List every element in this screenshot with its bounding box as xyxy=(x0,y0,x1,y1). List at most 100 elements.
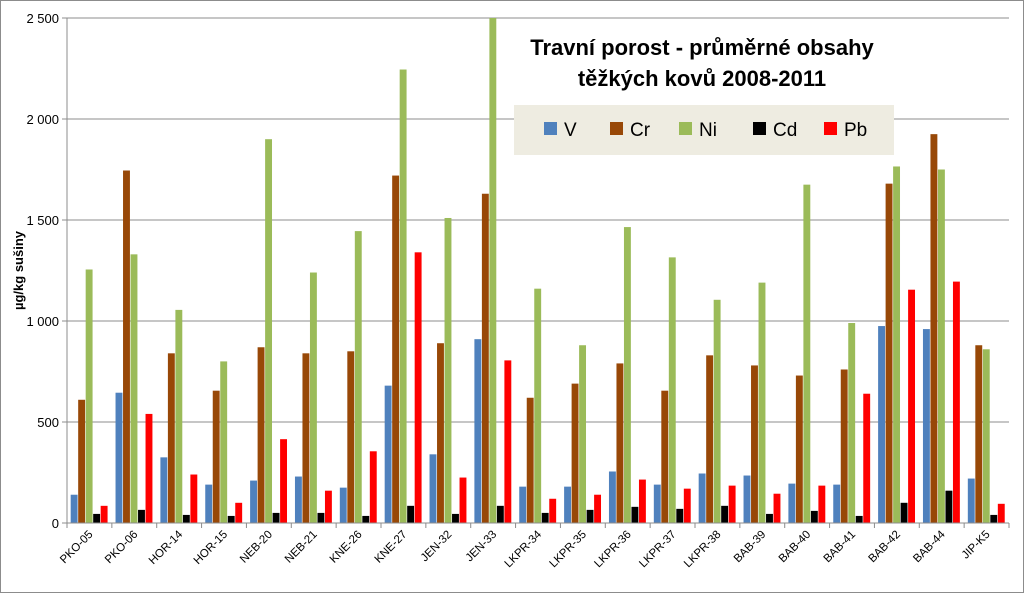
bar-ni-lkpr-38 xyxy=(713,299,721,523)
bar-cr-lkpr-34 xyxy=(526,397,534,523)
legend-swatch-ni xyxy=(679,122,692,135)
legend-label-pb: Pb xyxy=(844,120,867,141)
bar-ni-bab-42 xyxy=(893,166,901,523)
bar-cr-pko-05 xyxy=(78,399,86,523)
bar-v-lkpr-36 xyxy=(608,471,616,523)
x-tick-label: BAB-40 xyxy=(777,529,814,566)
bar-v-kne-26 xyxy=(339,487,347,523)
bar-v-pko-06 xyxy=(115,392,123,523)
bar-cr-bab-42 xyxy=(885,183,893,523)
legend-label-v: V xyxy=(564,120,577,141)
x-tick-label: BAB-41 xyxy=(822,529,859,566)
bar-cr-kne-27 xyxy=(392,175,400,523)
bar-v-lkpr-37 xyxy=(653,484,661,523)
bar-v-bab-40 xyxy=(788,483,796,523)
bar-ni-kne-27 xyxy=(399,69,407,523)
bar-cr-jen-32 xyxy=(437,343,444,523)
bar-cr-hor-15 xyxy=(212,390,220,523)
y-tick-label: 2 500 xyxy=(26,11,59,26)
bar-cr-neb-21 xyxy=(302,353,310,523)
x-tick-label: HOR-14 xyxy=(147,528,186,567)
bar-v-pko-05 xyxy=(70,494,78,523)
bar-pb-kne-27 xyxy=(414,252,422,523)
bar-cr-pko-06 xyxy=(123,170,130,523)
bar-v-bab-44 xyxy=(922,329,930,523)
bar-pb-hor-15 xyxy=(235,502,243,523)
bar-cr-lkpr-35 xyxy=(571,383,579,523)
bar-pb-kne-26 xyxy=(369,451,377,523)
bar-cd-lkpr-34 xyxy=(541,512,549,523)
bar-v-lkpr-34 xyxy=(519,486,527,523)
bar-ni-lkpr-34 xyxy=(534,288,542,523)
bar-v-jip-k5 xyxy=(967,478,975,523)
x-tick-label: LKPR-36 xyxy=(592,529,633,570)
bar-ni-pko-06 xyxy=(130,254,138,523)
bar-pb-lkpr-38 xyxy=(728,485,736,523)
bar-ni-jen-33 xyxy=(489,18,497,523)
x-tick-label: HOR-15 xyxy=(192,529,230,567)
bar-ni-pko-05 xyxy=(85,269,93,523)
bar-pb-bab-44 xyxy=(952,281,960,523)
bar-v-hor-14 xyxy=(160,457,168,523)
bar-cr-bab-39 xyxy=(751,365,758,523)
bar-pb-jen-33 xyxy=(504,360,512,523)
bar-cd-hor-15 xyxy=(227,515,235,523)
x-tick-label: LKPR-38 xyxy=(682,529,723,570)
bar-ni-bab-41 xyxy=(848,323,856,523)
bar-cr-bab-40 xyxy=(795,375,803,523)
bar-cd-kne-27 xyxy=(407,505,415,523)
bar-cd-hor-14 xyxy=(182,514,190,523)
legend-swatch-pb xyxy=(824,122,837,135)
bar-pb-pko-05 xyxy=(100,505,108,523)
bar-pb-neb-20 xyxy=(280,439,288,523)
bar-cd-bab-40 xyxy=(810,510,818,523)
bar-v-bab-39 xyxy=(743,475,751,523)
bar-cd-bab-41 xyxy=(855,515,863,523)
bar-pb-neb-21 xyxy=(324,490,332,523)
x-tick-label: NEB-20 xyxy=(238,529,275,566)
bar-ni-hor-15 xyxy=(220,361,228,523)
x-tick-label: JIP-K5 xyxy=(960,529,993,562)
bar-pb-bab-39 xyxy=(773,493,781,523)
bar-v-jen-32 xyxy=(429,454,437,523)
legend-swatch-cd xyxy=(753,122,766,135)
chart-title-line-1: Travní porost - průměrné obsahy xyxy=(530,35,874,60)
bar-cr-lkpr-38 xyxy=(706,355,714,523)
bar-cd-neb-20 xyxy=(272,512,280,523)
bar-v-neb-20 xyxy=(250,480,258,523)
bar-pb-hor-14 xyxy=(190,474,198,523)
bar-cr-jip-k5 xyxy=(975,345,983,523)
y-axis-label: µg/kg sušiny xyxy=(11,230,26,310)
bar-ni-lkpr-36 xyxy=(623,227,631,523)
bar-cd-lkpr-38 xyxy=(721,505,729,523)
bar-cd-lkpr-36 xyxy=(631,506,639,523)
x-tick-label: BAB-39 xyxy=(732,529,769,566)
bar-ni-jen-32 xyxy=(444,217,452,524)
bar-cd-pko-06 xyxy=(138,509,145,523)
bar-v-bab-42 xyxy=(878,326,886,523)
bar-pb-pko-06 xyxy=(145,413,153,523)
legend-swatch-cr xyxy=(610,122,623,135)
bar-pb-jen-32 xyxy=(459,477,467,523)
bar-pb-bab-42 xyxy=(908,289,916,523)
x-tick-label: NEB-21 xyxy=(283,529,320,566)
bar-cd-lkpr-37 xyxy=(676,508,684,523)
y-tick-label: 1 000 xyxy=(26,314,59,329)
x-tick-label: LKPR-34 xyxy=(503,528,545,570)
x-tick-label: PKO-06 xyxy=(103,529,140,566)
bars xyxy=(70,18,1005,524)
x-tick-label: KNE-27 xyxy=(373,529,410,566)
axes xyxy=(62,17,1010,528)
bar-ni-hor-14 xyxy=(175,309,183,523)
bar-v-lkpr-35 xyxy=(564,486,572,523)
y-tick-label: 500 xyxy=(37,415,59,430)
bar-cd-jip-k5 xyxy=(990,514,998,523)
bar-pb-lkpr-34 xyxy=(549,498,557,523)
legend-label-ni: Ni xyxy=(699,120,717,141)
bar-cd-jen-32 xyxy=(452,513,459,523)
legend-label-cd: Cd xyxy=(773,120,797,141)
bar-cd-pko-05 xyxy=(93,513,101,523)
bar-cr-lkpr-36 xyxy=(616,363,624,523)
x-tick-label: KNE-26 xyxy=(328,529,365,566)
